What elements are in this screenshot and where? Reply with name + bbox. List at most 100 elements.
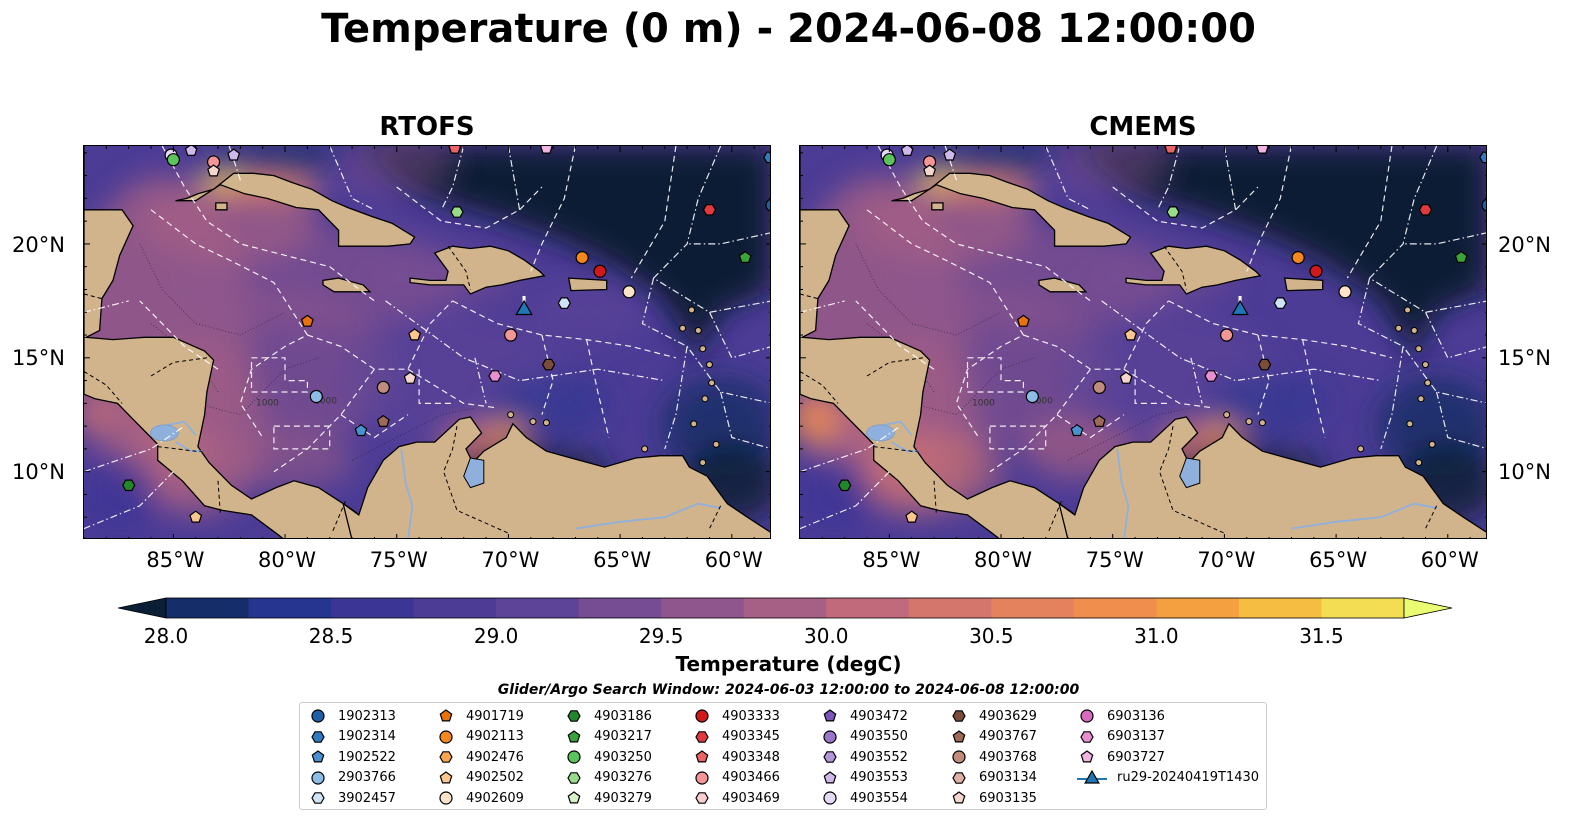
legend-marker — [311, 750, 325, 763]
bathymetry-line — [139, 243, 286, 336]
legend-marker — [311, 730, 325, 743]
legend-item: 4903472 — [820, 706, 908, 726]
eez-line — [1056, 414, 1125, 439]
legend-hexagon-icon — [823, 751, 837, 763]
legend-circle-icon — [952, 750, 966, 764]
legend-hexagon-icon — [1080, 730, 1094, 743]
colorbar-bin — [1073, 598, 1157, 618]
legend-item: 6903134 — [949, 768, 1037, 788]
river-line — [400, 448, 414, 538]
colorbar-bin — [166, 598, 250, 618]
legend-circle-icon — [823, 729, 837, 744]
legend-pentagon-icon — [567, 791, 581, 804]
legend-circle-icon — [311, 770, 325, 785]
float-4903333-marker — [1309, 264, 1323, 278]
lon-tick-label: 70°W — [481, 548, 540, 572]
island — [1395, 324, 1403, 332]
float-4903345-marker — [702, 203, 717, 216]
legend-hexagon-icon — [439, 751, 453, 763]
eez-line — [407, 368, 498, 409]
legend-marker — [1080, 750, 1094, 763]
cell-line — [800, 425, 901, 473]
float-4902609-marker — [1338, 285, 1352, 299]
colorbar-bin — [248, 598, 332, 618]
landmass-centralAmerica — [800, 146, 1074, 538]
legend-item: 4902476 — [436, 747, 524, 767]
cell-line — [1156, 146, 1181, 211]
legend-marker — [567, 750, 581, 764]
temperature-patch — [800, 454, 874, 535]
float-4903348-marker — [448, 146, 462, 154]
island — [701, 395, 709, 403]
temperature-patch — [1209, 373, 1330, 434]
float-1902314-marker — [763, 151, 770, 164]
eez-line — [1023, 300, 1170, 370]
legend-item: 6903137 — [1077, 727, 1165, 747]
legend-item: 4903552 — [820, 747, 908, 767]
colorbar-bin — [413, 598, 497, 618]
map-svg-rtofs: 1000 1000 — [84, 146, 770, 538]
cell-line — [1436, 391, 1486, 449]
cell-line — [329, 146, 375, 211]
legend-label: 4903466 — [722, 770, 780, 785]
eez-line — [1168, 300, 1393, 359]
grid-cells — [800, 146, 1486, 530]
legend-label: 4903553 — [850, 770, 908, 785]
cell-line — [507, 146, 521, 210]
legend-pentagon-icon — [823, 709, 837, 722]
legend-marker — [439, 729, 453, 744]
island — [529, 418, 537, 426]
border-line — [331, 501, 346, 534]
legend-item: 4903554 — [820, 788, 908, 808]
legend-marker — [439, 791, 453, 805]
legend-label: 4902502 — [466, 770, 524, 785]
legend-marker — [567, 710, 581, 722]
cell-line — [84, 471, 174, 530]
colorbar-bin — [661, 598, 745, 618]
island — [708, 379, 716, 387]
temperature-patch — [84, 394, 121, 435]
float-4903629-marker — [541, 358, 556, 371]
eez-line — [630, 146, 677, 279]
eez-line — [139, 300, 219, 370]
float-4902502-marker — [1124, 328, 1138, 341]
temperature-patch — [869, 289, 1110, 450]
landmass-puertoRico — [1283, 277, 1324, 292]
float-4901719-marker — [300, 314, 314, 327]
float-4903768-marker — [376, 380, 390, 395]
lat-tick-15n-left: 15°N — [12, 346, 65, 370]
legend-item: 4903767 — [949, 727, 1037, 747]
eez-box — [250, 357, 308, 393]
legend-marker — [823, 751, 837, 763]
river-line — [162, 420, 197, 436]
eez-line — [541, 334, 554, 415]
legend-label: 6903727 — [1107, 749, 1165, 765]
border-line — [800, 371, 839, 404]
eez-line — [1123, 368, 1214, 409]
legend-circle-icon — [695, 770, 709, 785]
legend-pentagon-icon — [823, 770, 837, 783]
border-line — [150, 357, 207, 377]
glider-marker — [515, 299, 533, 316]
float-4903217-marker — [738, 250, 752, 264]
legend-item: 4903345 — [692, 727, 780, 747]
legend-pentagon-icon — [311, 750, 325, 763]
legend-label: 1902522 — [338, 749, 396, 765]
float-6903727-marker — [1255, 146, 1269, 154]
legend-item: 4903768 — [949, 747, 1037, 767]
float-1902522-marker — [1070, 423, 1084, 437]
eez-line — [989, 368, 1091, 473]
legend-marker — [1080, 730, 1094, 743]
legend-label: 4903186 — [594, 708, 652, 724]
panel-title-rtofs: RTOFS — [379, 112, 475, 142]
float-4903250-marker — [882, 153, 896, 167]
float-markers — [838, 146, 1486, 523]
contour-label: 1000 — [314, 396, 337, 406]
atlantic-cool-region — [352, 146, 770, 358]
legend-pentagon-icon — [952, 791, 966, 804]
border-line — [1159, 426, 1225, 534]
eez-boundaries — [855, 146, 1393, 473]
float-markers — [122, 146, 770, 523]
legend-label: 4903469 — [722, 790, 780, 806]
float-4902113-marker — [575, 250, 589, 265]
